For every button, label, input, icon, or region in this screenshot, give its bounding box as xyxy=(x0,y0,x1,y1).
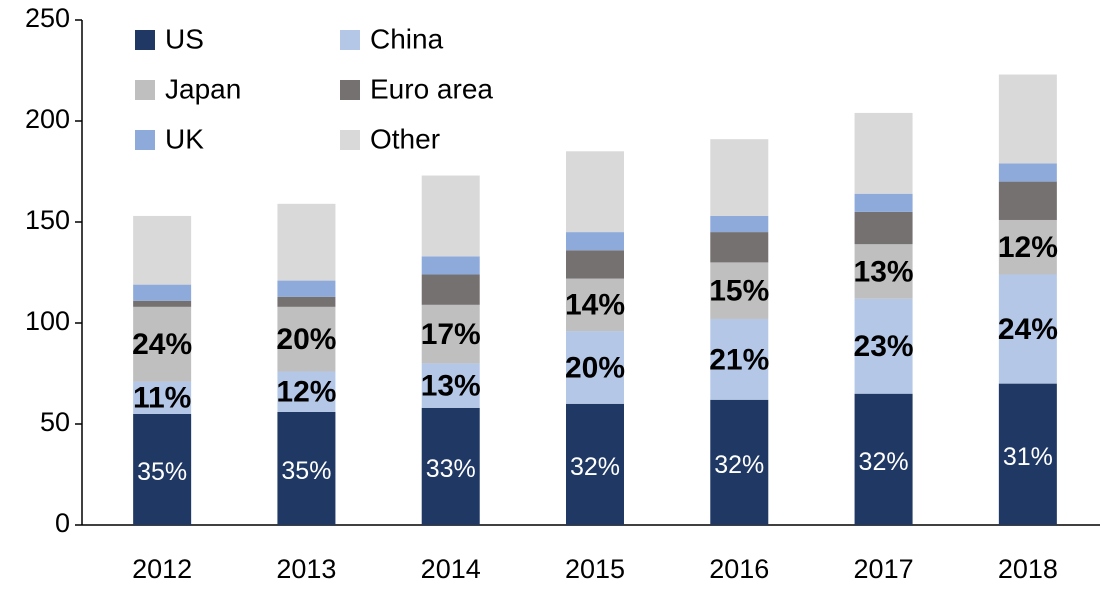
share-label: 24% xyxy=(998,313,1058,346)
bar-segment xyxy=(710,215,769,233)
bar-segment xyxy=(998,383,1057,525)
bar-segment xyxy=(421,175,480,257)
legend-label: Other xyxy=(370,123,440,154)
legend-swatch xyxy=(135,130,155,150)
share-label: 35% xyxy=(137,458,187,486)
bar-segment xyxy=(421,363,480,408)
bar-segment xyxy=(998,181,1057,220)
share-label: 32% xyxy=(570,453,620,481)
bar-segment xyxy=(710,318,769,400)
x-tick-label: 2012 xyxy=(132,554,192,584)
x-tick-label: 2016 xyxy=(709,554,769,584)
bar-segment xyxy=(998,163,1057,182)
bar-segment xyxy=(854,298,913,394)
bar-segment xyxy=(566,278,624,332)
bar-segment xyxy=(998,74,1057,164)
legend-label: Japan xyxy=(165,73,241,104)
y-tick-label: 50 xyxy=(40,407,70,437)
bar-segment xyxy=(710,262,769,319)
legend-swatch xyxy=(135,30,155,50)
bar-segment xyxy=(854,193,913,212)
share-label: 24% xyxy=(132,328,192,361)
share-label: 32% xyxy=(859,448,909,476)
share-label: 32% xyxy=(714,451,764,479)
bar-segment xyxy=(277,371,336,412)
share-label: 11% xyxy=(133,382,191,415)
bar-segment xyxy=(133,306,192,382)
legend-label: Euro area xyxy=(370,73,493,104)
legend-swatch xyxy=(340,130,360,150)
bar-segment xyxy=(133,300,192,307)
bar-segment xyxy=(421,274,480,305)
bar-segment xyxy=(854,244,913,299)
share-label: 21% xyxy=(709,343,769,376)
share-label: 17% xyxy=(421,318,481,351)
y-tick-label: 0 xyxy=(55,508,70,538)
bar-segment xyxy=(998,274,1057,384)
share-label: 20% xyxy=(276,323,336,356)
y-tick-label: 200 xyxy=(25,104,70,134)
share-label: 13% xyxy=(421,370,481,403)
bar-segment xyxy=(854,211,913,245)
bar-segment xyxy=(854,393,913,525)
bar-segment xyxy=(566,232,624,251)
bar-segment xyxy=(133,284,192,301)
x-tick-label: 2017 xyxy=(854,554,914,584)
share-label: 13% xyxy=(854,255,914,288)
share-label: 20% xyxy=(565,351,625,384)
bar-segment xyxy=(998,219,1057,275)
x-tick-label: 2018 xyxy=(998,554,1058,584)
bar-segment xyxy=(133,215,192,285)
bar-segment xyxy=(421,256,480,275)
bar-segment xyxy=(710,232,769,263)
bar-segment xyxy=(133,381,192,414)
share-label: 12% xyxy=(276,376,336,409)
share-label: 35% xyxy=(281,457,331,485)
legend-swatch xyxy=(135,80,155,100)
y-tick-label: 250 xyxy=(25,3,70,33)
bar-segment xyxy=(710,399,769,525)
share-label: 12% xyxy=(998,231,1058,264)
share-label: 23% xyxy=(854,330,914,363)
bar-segment xyxy=(277,296,336,307)
bar-segment xyxy=(277,280,336,297)
bar-segment xyxy=(277,306,336,372)
share-label: 15% xyxy=(709,275,769,308)
legend-label: US xyxy=(165,23,204,54)
bar-segment xyxy=(566,151,624,233)
share-label: 33% xyxy=(426,455,476,483)
x-tick-label: 2013 xyxy=(276,554,336,584)
x-tick-label: 2015 xyxy=(565,554,625,584)
x-tick-label: 2014 xyxy=(421,554,481,584)
bar-segment xyxy=(421,407,480,525)
bar-segment xyxy=(710,139,769,216)
bar-segment xyxy=(277,203,336,281)
bar-segment xyxy=(566,250,624,279)
legend-label: China xyxy=(370,23,444,54)
bar-segment xyxy=(566,403,624,525)
share-label: 31% xyxy=(1003,443,1053,471)
legend-swatch xyxy=(340,30,360,50)
share-label: 14% xyxy=(565,289,625,322)
bar-segment xyxy=(854,112,913,194)
y-tick-label: 150 xyxy=(25,205,70,235)
bar-segment xyxy=(421,304,480,364)
bar-segment xyxy=(133,413,192,525)
y-tick-label: 100 xyxy=(25,306,70,336)
bar-segment xyxy=(566,331,624,404)
legend-label: UK xyxy=(165,123,204,154)
legend-swatch xyxy=(340,80,360,100)
bar-segment xyxy=(277,411,336,525)
